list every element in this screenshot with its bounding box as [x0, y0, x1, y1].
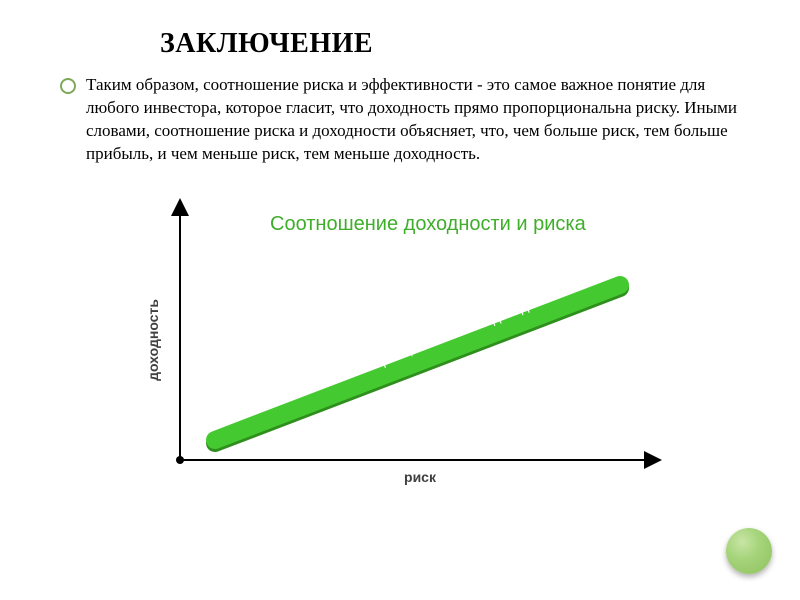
slide: ЗАКЛЮЧЕНИЕ Таким образом, соотношение ри…: [0, 0, 800, 600]
bullet-marker-icon: [60, 78, 76, 94]
bullet-row: Таким образом, соотношение риска и эффек…: [60, 74, 740, 166]
body-paragraph: Таким образом, соотношение риска и эффек…: [86, 74, 740, 166]
svg-text:доходность: доходность: [145, 298, 161, 380]
svg-text:Соотношение доходности и риска: Соотношение доходности и риска: [270, 213, 587, 235]
chart-svg: чем больше риск, тем больше доход Соотнош…: [120, 190, 680, 500]
svg-text:риск: риск: [404, 469, 437, 485]
risk-return-chart: чем больше риск, тем больше доход Соотнош…: [120, 190, 680, 500]
svg-text:чем больше риск, тем больше до: чем больше риск, тем больше доход: [301, 297, 530, 397]
slide-title: ЗАКЛЮЧЕНИЕ: [160, 28, 740, 60]
corner-decoration-icon: [726, 528, 772, 574]
